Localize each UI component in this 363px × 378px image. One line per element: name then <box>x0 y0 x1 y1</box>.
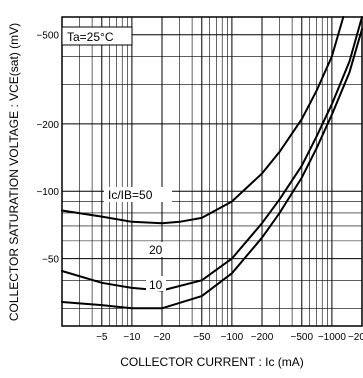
x-axis-label: COLLECTOR CURRENT : Ic (mA) <box>120 355 304 369</box>
plot-frame <box>61 16 363 327</box>
annotation-temperature: Ta=25°C <box>67 30 114 44</box>
x-tick-label: −10 <box>123 332 140 343</box>
series-line-0 <box>61 16 345 225</box>
y-axis-label: COLLECTOR SATURATION VOLTAGE : VCE(sat) … <box>7 23 21 321</box>
x-tick-label: −500 <box>291 332 314 343</box>
series-label-box-20 <box>146 242 166 257</box>
y-tick-label: −200 <box>36 120 59 131</box>
series-label-10: 10 <box>149 278 163 292</box>
x-tick-label: −100 <box>221 332 244 343</box>
x-tick-label: −2000 <box>348 332 363 343</box>
series-label-20: 20 <box>149 243 163 257</box>
x-tick-label: −200 <box>251 332 274 343</box>
x-tick-label: −5 <box>96 332 108 343</box>
y-tick-label: −500 <box>36 31 59 42</box>
plot-area <box>62 17 362 326</box>
x-tick-label: −20 <box>154 332 171 343</box>
series-label-box-10 <box>146 276 166 291</box>
ticks: −5 −10 −20 −50 −100 −200 −500 −1000−2000 −500 −20… <box>36 31 363 343</box>
x-tick-label: −50 <box>193 332 210 343</box>
curves <box>61 16 363 310</box>
y-tick-label: −100 <box>36 187 59 198</box>
series-line-2 <box>61 28 363 310</box>
series-line-1 <box>61 16 363 292</box>
x-tick-label: −1000 <box>318 332 347 343</box>
series-label-50: Ic/IB=50 <box>108 188 153 202</box>
series-label-box-50 <box>104 187 172 202</box>
annotation-box <box>61 26 133 46</box>
y-tick-label: −50 <box>42 255 59 266</box>
